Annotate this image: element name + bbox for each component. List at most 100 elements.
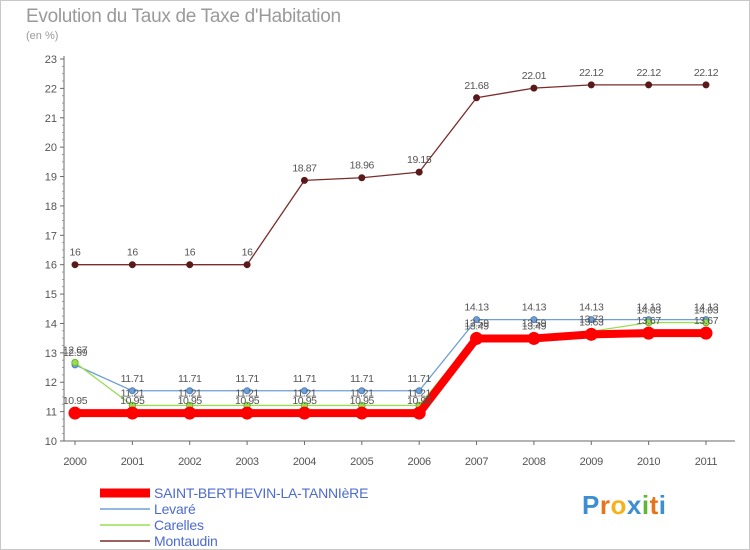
data-label-saint-berthevin: 13.49	[464, 320, 489, 332]
x-tick-label: 2003	[235, 456, 258, 468]
legend-label-montaudin: Montaudin	[154, 533, 218, 549]
data-label-carelles: 13.59	[464, 318, 489, 330]
y-tick-label: 11	[46, 407, 57, 419]
series-layer	[68, 81, 713, 420]
data-point-levare	[358, 387, 366, 395]
x-tick-label: 2009	[580, 456, 603, 468]
data-point-levare	[186, 387, 194, 395]
data-label-saint-berthevin: 10.95	[120, 395, 145, 407]
data-point-montaudin	[186, 261, 194, 269]
data-label-carelles: 14.03	[636, 305, 661, 317]
data-label-saint-berthevin: 10.95	[63, 395, 88, 407]
data-label-montaudin: 18.96	[350, 160, 375, 172]
data-label-levare: 14.13	[694, 302, 719, 314]
data-point-levare	[473, 316, 481, 324]
data-label-levare: 11.71	[293, 373, 317, 385]
data-point-saint-berthevin	[355, 406, 369, 420]
y-tick-label: 14	[45, 318, 57, 330]
data-label-carelles: 11.21	[293, 387, 317, 399]
data-point-carelles	[644, 318, 653, 327]
axes: 10 11 12 13 14 15 16 17 18 19 20 21 22 23 2000 2001 2002…	[45, 54, 735, 468]
data-point-levare	[243, 387, 251, 395]
data-label-saint-berthevin: 10.95	[235, 395, 260, 407]
legend-swatch-carelles	[100, 524, 150, 526]
y-tick-label: 22	[45, 83, 57, 95]
legend: SAINT-BERTHEVIN-LA-TANNIèRE Levaré Carel…	[100, 485, 368, 549]
legend-swatch-saint-berthevin	[100, 488, 150, 498]
data-label-montaudin: 21.68	[464, 80, 489, 92]
data-point-montaudin	[300, 176, 308, 184]
data-label-levare: 12.59	[63, 347, 88, 359]
legend-item-levare: Levaré	[100, 501, 368, 517]
data-label-saint-berthevin: 10.95	[292, 395, 317, 407]
x-tick-label: 2007	[465, 456, 488, 468]
data-label-saint-berthevin: 10.95	[178, 395, 203, 407]
data-point-saint-berthevin	[642, 326, 656, 340]
x-tick-label: 2004	[293, 456, 316, 468]
x-tick-label: 2001	[121, 456, 144, 468]
data-point-carelles	[71, 358, 79, 367]
y-tick-label: 23	[45, 54, 57, 66]
data-labels-layer: 16 16 16 16 18.87 18.96 19.15 21.68 22.01 22.12 22…	[63, 67, 719, 407]
series-line-saint-berthevin	[71, 329, 710, 418]
data-point-levare	[587, 316, 595, 324]
data-point-montaudin	[587, 81, 595, 89]
data-point-saint-berthevin	[68, 406, 82, 420]
data-label-levare: 11.71	[121, 373, 145, 385]
data-point-saint-berthevin	[470, 331, 484, 345]
data-point-montaudin	[358, 174, 366, 182]
data-label-saint-berthevin: 13.63	[579, 316, 604, 328]
data-label-carelles: 11.21	[178, 387, 202, 399]
y-tick-label: 20	[45, 142, 57, 154]
x-tick-label: 2005	[350, 456, 373, 468]
data-label-carelles: 11.21	[350, 387, 374, 399]
data-label-montaudin: 18.87	[292, 162, 317, 174]
data-point-levare	[415, 387, 423, 395]
data-label-levare: 14.13	[579, 302, 604, 314]
data-point-saint-berthevin	[527, 331, 541, 345]
data-point-saint-berthevin	[584, 327, 598, 341]
data-point-saint-berthevin	[412, 406, 426, 420]
legend-item-saint-berthevin: SAINT-BERTHEVIN-LA-TANNIèRE	[100, 485, 368, 501]
data-label-carelles: 12.67	[63, 345, 88, 357]
legend-item-carelles: Carelles	[100, 517, 368, 533]
y-tick-label: 17	[45, 230, 57, 242]
y-tick-label: 18	[45, 201, 57, 213]
y-tick-label: 13	[45, 348, 57, 360]
legend-label-levare: Levaré	[154, 501, 196, 517]
proxiti-logo: Proxiti	[582, 490, 667, 520]
data-label-montaudin: 19.15	[407, 154, 432, 166]
data-point-levare	[300, 387, 308, 395]
x-tick-label: 2002	[178, 456, 201, 468]
data-label-carelles: 13.73	[579, 313, 604, 325]
y-tick-label: 21	[45, 113, 57, 125]
data-label-levare: 11.71	[407, 373, 431, 385]
y-tick-label: 10	[45, 436, 57, 448]
data-point-levare	[128, 387, 136, 395]
y-tick-label: 12	[45, 377, 57, 389]
data-label-montaudin: 16	[127, 247, 138, 259]
data-point-montaudin	[473, 94, 481, 102]
data-label-carelles: 11.21	[407, 387, 431, 399]
chart-title: Evolution du Taux de Taxe d'Habitation	[26, 6, 341, 27]
series-line-carelles	[74, 321, 707, 407]
data-point-carelles	[702, 318, 710, 327]
data-label-carelles: 13.59	[522, 318, 547, 330]
data-point-saint-berthevin	[699, 326, 713, 340]
y-tick-label: 16	[45, 260, 57, 272]
data-point-montaudin	[71, 261, 79, 269]
data-label-carelles: 14.03	[694, 305, 719, 317]
legend-label-saint-berthevin: SAINT-BERTHEVIN-LA-TANNIèRE	[154, 485, 369, 501]
data-point-montaudin	[128, 261, 136, 269]
data-point-montaudin	[530, 84, 538, 92]
y-tick-label: 15	[45, 289, 57, 301]
series-line-montaudin	[74, 84, 707, 266]
data-label-montaudin: 16	[70, 247, 81, 259]
data-label-levare: 14.13	[464, 302, 489, 314]
data-label-carelles: 11.21	[121, 387, 145, 399]
data-label-saint-berthevin: 13.49	[522, 320, 547, 332]
data-label-montaudin: 22.12	[694, 67, 719, 79]
data-point-montaudin	[415, 168, 423, 176]
data-point-saint-berthevin	[125, 406, 139, 420]
